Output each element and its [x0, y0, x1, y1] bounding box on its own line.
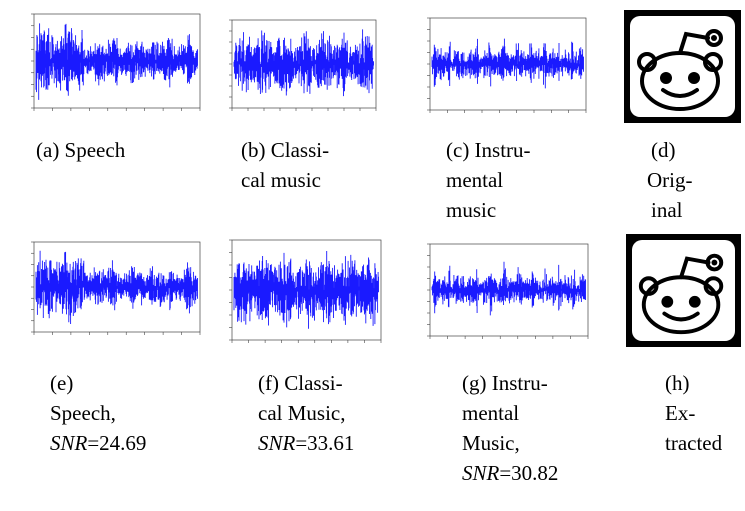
extracted-watermark-image: [626, 234, 741, 347]
snr-g: SNR=30.82: [462, 461, 559, 485]
waveform-plot-a: [31, 13, 201, 111]
waveform-trace: [233, 29, 374, 97]
waveform-trace: [35, 250, 198, 324]
waveform-trace: [431, 261, 586, 316]
snr-f: SNR=33.61: [258, 431, 355, 455]
waveform-instrumental-watermarked: [420, 240, 594, 346]
original-watermark-image: [624, 10, 741, 123]
waveform-plot-c: [427, 17, 587, 113]
waveform-plot-f: [229, 239, 382, 343]
waveform-classical-original: [222, 16, 382, 118]
caption-e: (e) Speech, SNR=24.69: [50, 368, 146, 458]
waveform-trace: [35, 23, 198, 100]
caption-d: (d) Orig- inal: [647, 138, 693, 222]
caption-g: (g) Instru- mental Music, SNR=30.82: [462, 368, 558, 488]
caption-c: (c) Instru- mental music: [446, 138, 531, 222]
waveform-classical-watermarked: [222, 236, 387, 350]
snr-e: SNR=24.69: [50, 431, 147, 455]
reddit-alien-logo-extracted-icon: [638, 253, 724, 335]
caption-h: (h) Ex- tracted: [665, 371, 723, 455]
waveform-speech-watermarked: [24, 238, 206, 342]
caption-b: (b) Classi- cal music: [241, 138, 330, 192]
caption-f: (f) Classi- cal Music, SNR=33.61: [258, 368, 354, 458]
waveform-instrumental-original: [420, 14, 592, 120]
waveform-plot-e: [31, 241, 201, 335]
waveform-plot-b: [229, 19, 377, 111]
waveform-speech-original: [24, 10, 206, 118]
waveform-trace: [233, 251, 379, 329]
caption-a: (a) Speech: [36, 138, 126, 162]
waveform-plot-g: [427, 243, 589, 339]
waveform-trace: [431, 38, 584, 89]
reddit-alien-logo-icon: [637, 29, 723, 111]
